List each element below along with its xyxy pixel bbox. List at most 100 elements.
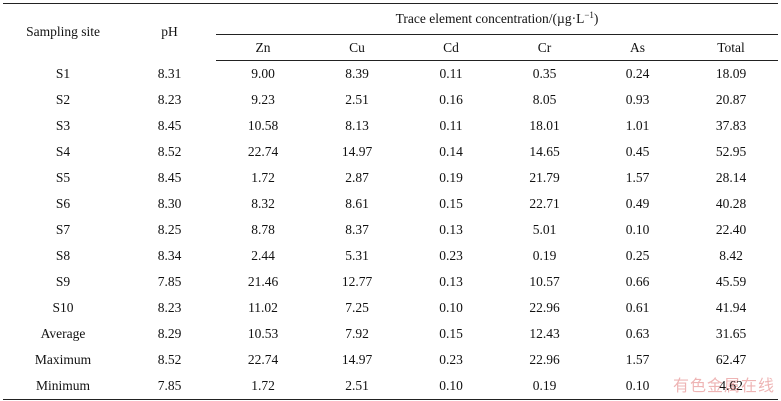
cell-ph: 8.25 — [157, 222, 182, 237]
cell-as: 0.63 — [625, 326, 650, 341]
cell-ph: 8.34 — [157, 248, 182, 263]
header-cd: Cd — [404, 34, 498, 61]
cell-cr: 22.96 — [529, 352, 560, 367]
cell-cd: 0.16 — [439, 92, 463, 107]
cell-cu: 8.61 — [345, 196, 369, 211]
cell-cu: 7.25 — [345, 300, 369, 315]
cell-ph: 7.85 — [123, 373, 216, 400]
cell-cu: 2.51 — [310, 373, 404, 400]
cell-as: 0.66 — [625, 274, 650, 289]
cell-cd: 0.15 — [439, 326, 463, 341]
cell-cr: 0.19 — [498, 373, 591, 400]
cell-site: S10 — [52, 300, 74, 315]
cell-site: S1 — [55, 65, 71, 81]
cell-as: 0.25 — [625, 248, 650, 263]
cell-cu: 8.37 — [345, 222, 369, 237]
cell-as: 1.57 — [625, 352, 650, 367]
cell-cd: 0.11 — [439, 66, 463, 81]
cell-ph: 8.52 — [157, 144, 182, 159]
cell-total: 4.62 — [684, 373, 779, 400]
cell-cr: 8.05 — [532, 92, 557, 107]
table-row: S8 8.34 2.44 5.31 0.23 0.19 0.25 8.42 — [3, 243, 778, 269]
cell-ph: 7.85 — [157, 274, 182, 289]
table-body: S1 8.31 9.00 8.39 0.11 0.35 0.24 18.09 S2 8.23 9.2… — [3, 61, 779, 400]
cell-as: 0.45 — [625, 144, 650, 159]
table-row: S4 8.52 22.74 14.97 0.14 14.65 0.45 52.95 — [3, 139, 778, 165]
header-zn: Zn — [216, 34, 310, 61]
table-row: Maximum 8.52 22.74 14.97 0.23 22.96 1.57 62.47 — [3, 347, 778, 373]
cell-cd: 0.15 — [439, 196, 463, 211]
cell-ph: 8.45 — [157, 118, 182, 133]
cell-cr: 14.65 — [529, 144, 560, 159]
cell-ph: 8.52 — [157, 352, 182, 367]
table-row: Average 8.29 10.53 7.92 0.15 12.43 0.63 31.65 — [3, 321, 778, 347]
cell-cr: 12.43 — [529, 326, 560, 341]
cell-as: 0.61 — [625, 300, 650, 315]
cell-zn: 22.74 — [247, 352, 279, 367]
cell-total: 18.09 — [715, 66, 747, 81]
table-header: Sampling site pH Trace element concentra… — [3, 3, 779, 61]
cell-zn: 1.72 — [216, 373, 310, 400]
cell-cr: 10.57 — [529, 274, 560, 289]
cell-cr: 0.35 — [532, 66, 557, 81]
cell-zn: 2.44 — [251, 248, 275, 263]
cell-cu: 12.77 — [341, 274, 373, 289]
cell-total: 45.59 — [715, 274, 747, 289]
cell-cd: 0.10 — [404, 373, 498, 400]
cell-site: Minimum — [3, 373, 123, 400]
cell-total: 62.47 — [715, 352, 747, 367]
cell-total: 52.95 — [715, 144, 747, 159]
cell-total: 40.28 — [715, 196, 747, 211]
cell-cr: 22.71 — [529, 196, 560, 211]
group-label-superscript: −1 — [584, 10, 594, 20]
cell-site: S5 — [55, 170, 71, 185]
cell-total: 22.40 — [715, 222, 747, 237]
cell-zn: 21.46 — [247, 274, 279, 289]
cell-cu: 7.92 — [345, 326, 369, 341]
cell-zn: 8.32 — [251, 196, 275, 211]
cell-cr: 5.01 — [532, 222, 557, 237]
header-total: Total — [684, 34, 779, 61]
cell-cd: 0.23 — [439, 248, 463, 263]
table-row: S7 8.25 8.78 8.37 0.13 5.01 0.10 22.40 — [3, 217, 778, 243]
cell-cd: 0.23 — [439, 352, 463, 367]
cell-site: S6 — [55, 196, 71, 211]
watermark-logo: 有色金属在线 — [672, 376, 775, 395]
cell-cu: 14.97 — [341, 352, 373, 367]
cell-zn: 10.58 — [247, 118, 279, 133]
cell-ph: 8.31 — [157, 65, 182, 81]
cell-site: S8 — [55, 248, 71, 263]
cell-total: 20.87 — [715, 92, 747, 107]
header-ph: pH — [123, 3, 216, 61]
table-row: S1 8.31 9.00 8.39 0.11 0.35 0.24 18.09 — [3, 61, 778, 88]
cell-cr: 22.96 — [529, 300, 560, 315]
cell-cu: 5.31 — [345, 248, 369, 263]
table-row: S5 8.45 1.72 2.87 0.19 21.79 1.57 28.14 — [3, 165, 778, 191]
cell-as: 1.57 — [625, 170, 650, 185]
cell-cu: 2.87 — [345, 170, 369, 185]
cell-zn: 1.72 — [251, 170, 275, 185]
cell-as: 0.93 — [625, 92, 650, 107]
cell-ph: 8.23 — [157, 92, 182, 107]
table-row: S6 8.30 8.32 8.61 0.15 22.71 0.49 40.28 — [3, 191, 778, 217]
cell-ph: 8.23 — [157, 300, 182, 315]
cell-as: 0.10 — [625, 222, 650, 237]
cell-ph: 8.30 — [157, 196, 182, 211]
cell-total: 41.94 — [715, 300, 747, 315]
header-cr: Cr — [498, 34, 591, 61]
cell-cr: 0.19 — [532, 248, 557, 263]
cell-site: S2 — [55, 92, 71, 107]
cell-zn: 22.74 — [247, 144, 279, 159]
cell-total: 28.14 — [715, 170, 747, 185]
cell-cd: 0.10 — [439, 300, 463, 315]
cell-zn: 10.53 — [247, 326, 279, 341]
cell-cu: 14.97 — [341, 144, 373, 159]
table-row: S10 8.23 11.02 7.25 0.10 22.96 0.61 41.94 — [3, 295, 778, 321]
cell-total: 8.42 — [719, 248, 743, 263]
header-sampling-site: Sampling site — [3, 3, 123, 61]
cell-cd: 0.19 — [439, 170, 463, 185]
cell-cu: 2.51 — [345, 92, 369, 107]
cell-site: S7 — [55, 222, 71, 237]
group-label-suffix: ) — [593, 11, 599, 26]
cell-cu: 8.13 — [345, 118, 369, 133]
